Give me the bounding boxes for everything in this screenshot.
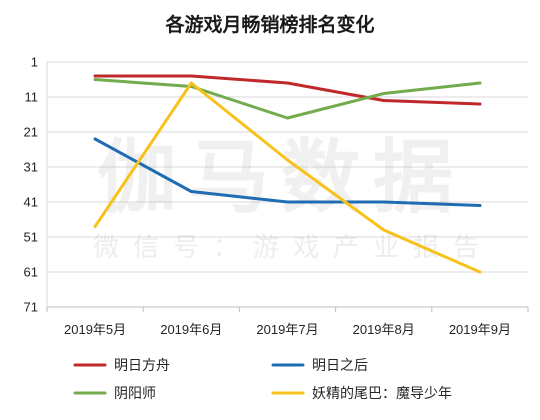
- y-tick-label: 51: [24, 230, 38, 245]
- series-line-3: [93, 78, 482, 120]
- data-point: [189, 81, 193, 85]
- watermark: 伽马数据 微信号：游戏产业报告: [93, 131, 493, 263]
- x-tick-label: 2019年7月: [256, 322, 318, 337]
- data-point: [286, 158, 289, 162]
- legend-label: 妖精的尾巴：魔导少年: [312, 385, 452, 401]
- legend-item: 妖精的尾巴：魔导少年: [271, 385, 452, 401]
- data-point: [382, 92, 386, 95]
- data-point: [382, 200, 386, 204]
- data-point: [286, 81, 289, 85]
- chart-title: 各游戏月畅销榜排名变化: [164, 13, 374, 36]
- watermark-main-text: 伽马数据: [97, 131, 465, 224]
- series: [93, 74, 482, 274]
- data-point: [478, 81, 482, 85]
- data-point: [189, 190, 193, 193]
- x-tick-label: 2019年9月: [449, 322, 511, 337]
- data-point: [286, 116, 289, 120]
- data-point: [478, 102, 482, 106]
- legend-label: 明日方舟: [114, 357, 170, 373]
- axes: [46, 62, 529, 312]
- y-tick-label: 11: [25, 90, 39, 105]
- y-tick-label: 61: [24, 265, 38, 280]
- data-point: [382, 228, 386, 232]
- legend-item: 明日方舟: [73, 357, 170, 373]
- x-tick-label: 2019年8月: [353, 322, 415, 337]
- data-point: [189, 74, 193, 78]
- data-point: [382, 99, 386, 102]
- y-tick-label: 41: [24, 195, 38, 210]
- x-tick-label: 2019年6月: [160, 322, 222, 337]
- x-tick-label: 2019年5月: [64, 322, 126, 337]
- data-point: [286, 200, 289, 204]
- y-tick-label: 1: [31, 55, 38, 70]
- legend-item: 明日之后: [271, 357, 368, 373]
- data-point: [93, 137, 97, 141]
- watermark-sub-text: 微信号：游戏产业报告: [93, 233, 493, 263]
- y-tick-label: 21: [24, 125, 38, 140]
- legend-item: 阴阳师: [73, 385, 156, 401]
- legend-label: 明日之后: [312, 357, 368, 373]
- y-tick-label: 31: [24, 160, 38, 175]
- data-point: [93, 225, 97, 228]
- data-point: [93, 78, 97, 81]
- legend-label: 阴阳师: [114, 385, 156, 401]
- data-point: [93, 74, 97, 78]
- data-point: [478, 270, 482, 274]
- y-tick-label: 71: [24, 300, 38, 315]
- data-point: [478, 204, 482, 207]
